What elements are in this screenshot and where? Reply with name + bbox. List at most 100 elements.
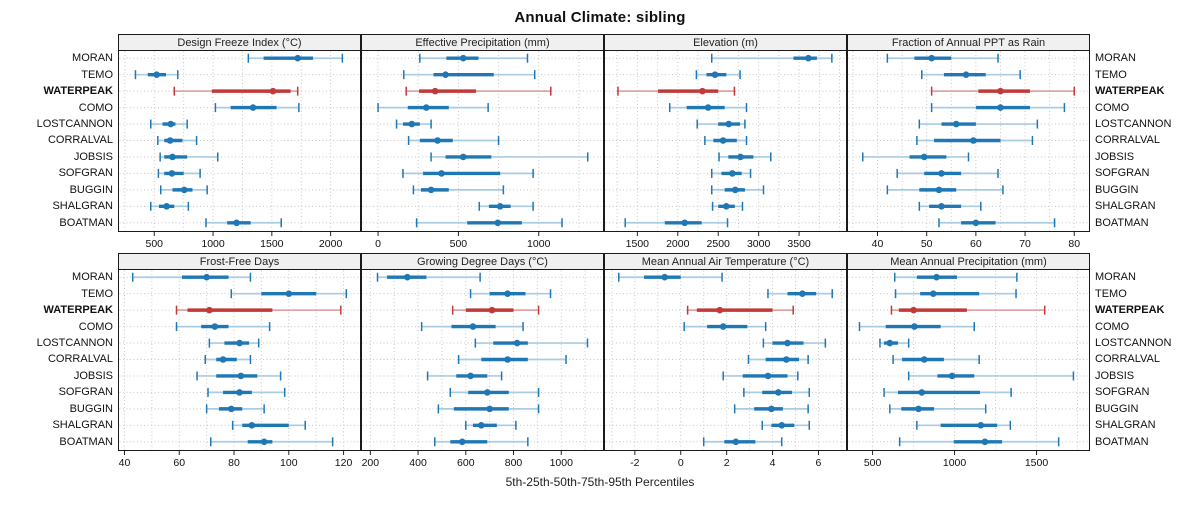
site-label-right-temo: TEMO (1095, 287, 1127, 300)
whisker-boatman (205, 218, 282, 228)
panel-frost-free-days: Frost-Free Days 40 60 80 100 120 (118, 253, 361, 469)
axis-tick-label: 2000 (666, 238, 690, 250)
whisker-jobsis (722, 371, 799, 381)
site-label-right-moran: MORAN (1095, 52, 1136, 65)
site-label-right-como: COMO (1095, 101, 1130, 114)
median-dot (294, 54, 301, 62)
median-dot (459, 153, 467, 161)
whisker-jobsis (430, 152, 589, 162)
whisker-shalgran (478, 201, 534, 211)
median-dot (203, 273, 210, 281)
whisker-shalgran (711, 201, 744, 211)
median-dot (799, 290, 806, 297)
median-dot (206, 306, 213, 314)
panel-effective-precipitation-mm: Effective Precipitation (mm) 0 500 1000 (361, 34, 604, 250)
whisker-boatman (624, 218, 729, 228)
median-dot (513, 339, 521, 347)
chart-bands: MORAN TEMO WATERPEAK COMO LOSTCANNON CORRALVA… (0, 34, 1200, 472)
whisker-corralval (747, 355, 809, 364)
median-dot (458, 438, 466, 446)
site-label-right-jobsis: JOBSIS (1095, 369, 1135, 382)
median-dot (938, 170, 945, 177)
whisker-moran (711, 53, 833, 63)
median-dot (928, 54, 935, 62)
whisker-shalgran (761, 420, 811, 430)
median-dot (729, 170, 736, 177)
median-dot (478, 422, 485, 429)
whisker-buggin (159, 185, 208, 195)
site-labels-right: MORAN TEMO WATERPEAK COMO LOSTCANNON CORRALVA… (1090, 34, 1200, 231)
whisker-temo (767, 289, 833, 299)
site-label-right-buggin: BUGGIN (1095, 402, 1139, 415)
median-dot (163, 203, 170, 210)
whisker-shalgran (231, 420, 306, 430)
site-label-right-lostcannon: LOSTCANNON (1095, 118, 1172, 131)
whisker-como (420, 322, 524, 332)
panel-mean-annual-air-temperature-c: Mean Annual Air Temperature (°C) -2 0 2 4 6 (604, 253, 847, 469)
whisker-buggin (886, 185, 1004, 195)
site-label-left-waterpeak: WATERPEAK (43, 304, 113, 317)
whisker-moran (419, 53, 529, 63)
site-label-right-corralval: CORRALVAL (1095, 353, 1161, 366)
site-label-right-corralval: CORRALVAL (1095, 134, 1161, 147)
whisker-moran (376, 272, 481, 282)
site-label-left-lostcannon: LOSTCANNON (36, 337, 113, 350)
whisker-corralval (204, 355, 252, 364)
whisker-buggin (437, 404, 540, 414)
whisker-moran (131, 272, 252, 282)
median-dot (723, 203, 730, 210)
axis-tick-label: 60 (173, 457, 185, 469)
median-dot (469, 323, 477, 330)
median-dot (427, 186, 435, 194)
median-dot (166, 137, 174, 144)
median-dot (661, 273, 668, 281)
median-dot (504, 290, 511, 297)
panel-header-label: Mean Annual Precipitation (mm) (890, 256, 1047, 268)
median-dot (504, 356, 511, 363)
axis-tick-label: 40 (872, 238, 884, 250)
median-dot (431, 87, 439, 95)
site-label-right-sofgran: SOFGRAN (1095, 167, 1150, 180)
whisker-sofgran (883, 387, 1012, 397)
median-dot (404, 273, 411, 281)
median-dot (970, 137, 977, 144)
whisker-buggin (711, 185, 765, 195)
median-dot (938, 203, 945, 210)
site-label-right-shalgran: SHALGRAN (1095, 200, 1156, 213)
whisker-buggin (733, 404, 809, 414)
site-label-left-boatman: BOATMAN (59, 216, 113, 229)
site-label-left-lostcannon: LOSTCANNON (36, 118, 113, 131)
site-labels-right: MORAN TEMO WATERPEAK COMO LOSTCANNON CORRALVA… (1090, 253, 1200, 450)
axis-tick-label: 500 (146, 238, 164, 250)
median-dot (167, 120, 175, 128)
axis-tick-label: 2000 (319, 238, 343, 250)
median-dot (269, 87, 277, 95)
whisker-como (668, 103, 748, 113)
panel-row-1: MORAN TEMO WATERPEAK COMO LOSTCANNON CORRALVA… (0, 34, 1200, 253)
median-dot (929, 290, 937, 297)
whisker-corralval (704, 136, 748, 145)
whisker-waterpeak (451, 305, 540, 315)
whisker-sofgran (896, 168, 999, 178)
whisker-temo (403, 70, 536, 80)
site-label-left-moran: MORAN (72, 52, 113, 65)
whisker-boatman (415, 218, 563, 228)
panel-design-freeze-index-c: Design Freeze Index (°C) 500 1000 1500 2000 (118, 34, 361, 250)
whisker-buggin (412, 185, 505, 195)
axis-tick-label: 1000 (943, 457, 967, 469)
median-dot (764, 372, 772, 380)
whisker-sofgran (207, 387, 286, 397)
median-dot (438, 170, 445, 177)
site-label-right-buggin: BUGGIN (1095, 183, 1139, 196)
axis-tick-label: 50 (921, 238, 933, 250)
median-dot (180, 186, 188, 194)
axis-tick-label: 1500 (626, 238, 650, 250)
whisker-lostcannon (395, 119, 432, 129)
median-dot (972, 219, 980, 227)
median-dot (285, 290, 293, 297)
median-dot (920, 153, 928, 161)
site-label-left-temo: TEMO (81, 68, 113, 81)
median-dot (915, 405, 922, 413)
panel-header-label: Elevation (m) (693, 37, 758, 49)
